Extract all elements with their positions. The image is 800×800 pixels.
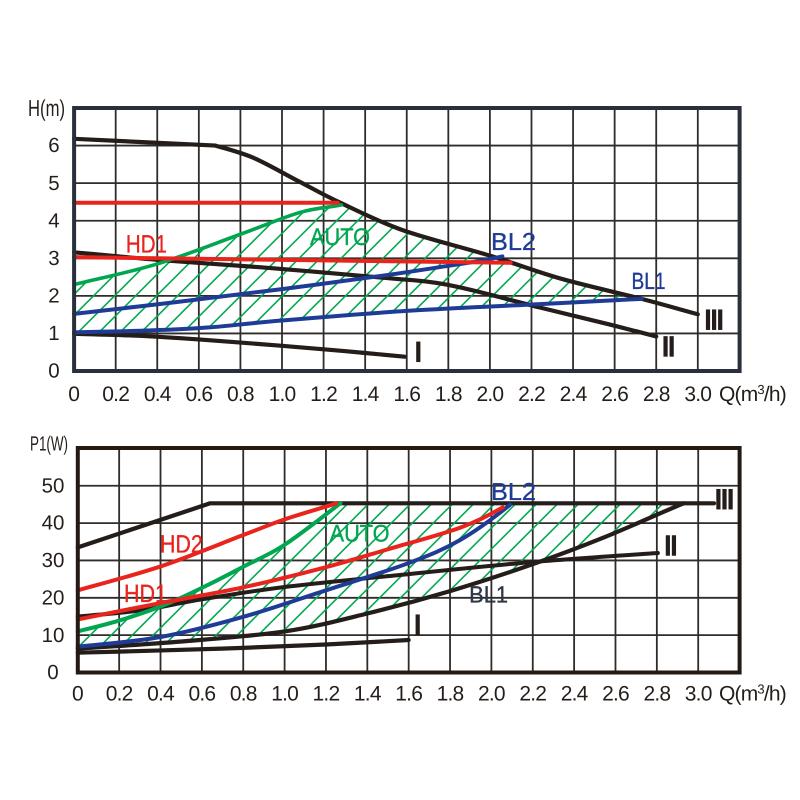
svg-text:1.8: 1.8 [437, 683, 464, 706]
svg-text:HD1: HD1 [126, 231, 167, 259]
svg-text:10: 10 [42, 624, 65, 647]
svg-text:Q(m3/h): Q(m3/h) [719, 682, 786, 706]
svg-text:2.6: 2.6 [602, 683, 629, 706]
svg-text:0.6: 0.6 [185, 383, 212, 406]
svg-text:2: 2 [48, 284, 59, 307]
svg-text:2.8: 2.8 [643, 383, 670, 406]
svg-text:0.6: 0.6 [188, 683, 215, 706]
svg-text:3.0: 3.0 [684, 383, 711, 406]
svg-text:20: 20 [42, 586, 65, 609]
svg-text:Q(m3/h): Q(m3/h) [719, 382, 786, 406]
svg-text:BL1: BL1 [469, 582, 508, 608]
svg-text:BL2: BL2 [491, 229, 536, 256]
svg-text:0: 0 [48, 360, 59, 383]
svg-text:HD1: HD1 [124, 580, 167, 608]
svg-text:2.4: 2.4 [561, 683, 589, 706]
svg-text:40: 40 [42, 512, 65, 535]
svg-text:0.8: 0.8 [230, 683, 257, 706]
svg-text:0: 0 [72, 683, 84, 706]
svg-text:3: 3 [48, 247, 59, 270]
svg-text:1.6: 1.6 [395, 683, 422, 706]
svg-text:1.8: 1.8 [435, 383, 462, 406]
svg-text:2.8: 2.8 [643, 683, 670, 706]
svg-text:HD2: HD2 [160, 531, 203, 559]
svg-text:0: 0 [68, 383, 80, 406]
svg-text:BL1: BL1 [632, 268, 666, 294]
svg-text:2.2: 2.2 [519, 683, 546, 706]
svg-text:AUTO: AUTO [310, 224, 370, 251]
svg-text:P1(W): P1(W) [30, 433, 68, 456]
svg-text:2.6: 2.6 [601, 383, 628, 406]
svg-text:1: 1 [48, 322, 59, 345]
svg-text:0.4: 0.4 [144, 383, 172, 406]
svg-text:AUTO: AUTO [330, 520, 390, 547]
svg-text:2.4: 2.4 [560, 383, 588, 406]
svg-text:1.6: 1.6 [393, 383, 420, 406]
svg-text:6: 6 [48, 134, 59, 157]
svg-text:1.0: 1.0 [269, 383, 296, 406]
svg-text:1.2: 1.2 [313, 683, 340, 706]
svg-text:4: 4 [48, 209, 59, 232]
svg-text:1.0: 1.0 [271, 683, 298, 706]
svg-text:5: 5 [48, 172, 59, 195]
svg-text:0: 0 [47, 661, 58, 684]
svg-text:0.4: 0.4 [147, 683, 175, 706]
svg-text:H(m): H(m) [28, 95, 65, 121]
svg-text:1.2: 1.2 [310, 383, 337, 406]
svg-text:3.0: 3.0 [685, 683, 712, 706]
svg-text:2.0: 2.0 [478, 683, 505, 706]
svg-text:1.4: 1.4 [354, 683, 382, 706]
svg-text:2.2: 2.2 [518, 383, 545, 406]
svg-text:50: 50 [42, 474, 65, 497]
svg-text:1.4: 1.4 [352, 383, 380, 406]
svg-text:2.0: 2.0 [477, 383, 504, 406]
svg-text:0.2: 0.2 [106, 683, 133, 706]
svg-text:BL2: BL2 [491, 479, 536, 506]
svg-text:0.8: 0.8 [227, 383, 254, 406]
svg-text:0.2: 0.2 [102, 383, 129, 406]
svg-text:30: 30 [42, 549, 65, 572]
